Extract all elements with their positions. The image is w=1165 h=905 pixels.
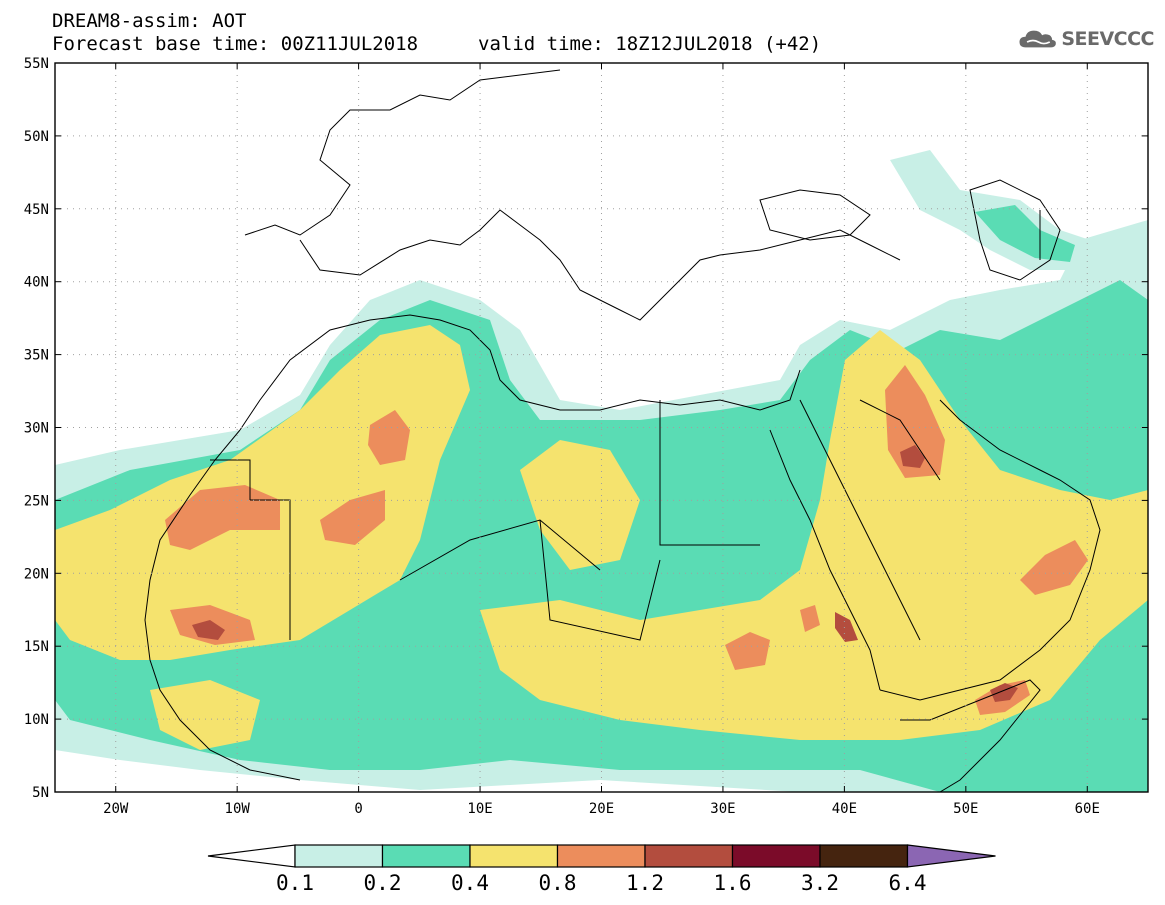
aot-level-0.8-redsea <box>800 605 820 632</box>
lon-tick-label: 10E <box>467 801 492 817</box>
coastline-red-sea <box>769 399 921 691</box>
lat-tick-label: 55N <box>24 56 49 72</box>
forecast-base-time: Forecast base time: 00Z11JUL2018 <box>52 33 419 55</box>
seevccc-logo: SEEVCCC <box>1018 22 1154 56</box>
colorbar-segment <box>819 844 909 868</box>
coastline-west-africa <box>144 429 301 781</box>
lat-tick-label: 40N <box>24 275 49 291</box>
aot-level-0.4-libya <box>520 440 640 570</box>
lat-tick-label: 30N <box>24 421 49 437</box>
cloud-icon <box>1019 30 1056 48</box>
lon-tick-label: 60E <box>1075 801 1100 817</box>
lon-tick-label: 0 <box>354 801 362 817</box>
lon-tick-label: 40E <box>832 801 857 817</box>
colorbar-over <box>906 844 996 868</box>
lat-tick-label: 5N <box>32 785 49 801</box>
aot-level-0.8-oman <box>1020 540 1088 595</box>
colorbar-label: 3.2 <box>801 871 839 895</box>
colorbar-segment <box>381 844 471 868</box>
aot-level-0.8-mauritania <box>165 485 280 550</box>
coastline-horn <box>900 679 1041 792</box>
lon-tick-label: 20W <box>103 801 129 817</box>
aot-level-0.2-caspian <box>975 205 1075 262</box>
coastline-europe <box>244 69 901 321</box>
colorbar-label: 6.4 <box>889 871 927 895</box>
coastline-arabia <box>879 399 1101 701</box>
aot-field <box>55 150 1148 792</box>
coastline-caspian <box>969 179 1061 281</box>
lon-tick-label: 30E <box>710 801 735 817</box>
lat-tick-label: 35N <box>24 348 49 364</box>
colorbar-label: 0.1 <box>276 871 314 895</box>
lat-tick-label: 10N <box>24 712 49 728</box>
colorbar-under <box>207 844 296 868</box>
colorbar-label: 0.8 <box>539 871 577 895</box>
lat-tick-label: 25N <box>24 493 49 509</box>
colorbar-segment <box>469 844 559 868</box>
colorbar-segment <box>556 844 646 868</box>
lat-tick-label: 15N <box>24 639 49 655</box>
logo-text: SEEVCCC <box>1061 28 1154 50</box>
colorbar-label: 0.4 <box>451 871 489 895</box>
colorbar-label: 1.2 <box>626 871 664 895</box>
aot-level-0.4-sahel <box>480 330 1148 740</box>
coastline-north-africa <box>239 314 801 431</box>
valid-time: valid time: 18Z12JUL2018 (+42) <box>478 33 822 55</box>
coastline-black-sea <box>759 189 871 241</box>
aot-level-1.2-eritrea <box>835 612 858 642</box>
colorbar-segment <box>644 844 734 868</box>
aot-level-0.8-iraq <box>885 365 945 478</box>
aot-level-0.8-algeria <box>368 410 410 465</box>
lat-tick-label: 45N <box>24 202 49 218</box>
axis-ticks: 55N 50N 45N 40N 35N 30N 25N 20N 15N 10N 5N 20W 10W 0 1… <box>24 56 1148 817</box>
aot-level-0.8-sudan <box>725 632 770 670</box>
colorbar-label: 1.6 <box>714 871 752 895</box>
colorbar-label: 0.2 <box>364 871 402 895</box>
lat-tick-label: 20N <box>24 566 49 582</box>
lon-tick-label: 20E <box>589 801 614 817</box>
colorbar: 0.1 0.2 0.4 0.8 1.2 1.6 3.2 6.4 <box>207 844 996 895</box>
lat-tick-label: 50N <box>24 129 49 145</box>
aot-level-0.4-guinea <box>150 680 260 750</box>
aot-level-1.2-senegal <box>192 620 225 640</box>
graticule <box>55 63 1148 792</box>
lon-tick-label: 10W <box>225 801 251 817</box>
lon-tick-label: 50E <box>953 801 978 817</box>
map-title: DREAM8-assim: AOT <box>52 10 247 32</box>
colorbar-segment <box>731 844 821 868</box>
aot-level-1.2-iraq <box>900 445 925 468</box>
colorbar-segment <box>294 844 384 868</box>
aot-level-0.8-mali <box>320 490 385 545</box>
